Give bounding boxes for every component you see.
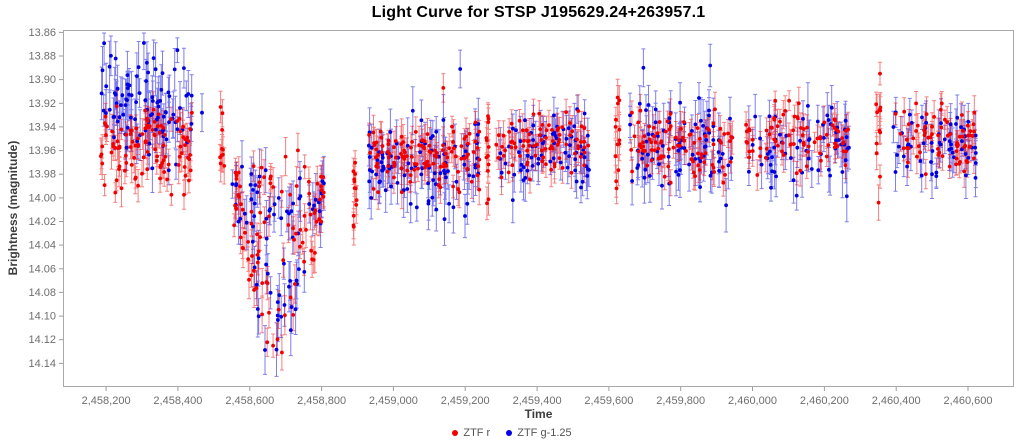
svg-text:13.94: 13.94 [28,121,56,133]
legend-item-g: ZTF g-1.25 [506,427,572,439]
legend-item-r: ZTF r [452,427,490,439]
data-points-ztf-r [99,71,977,355]
legend-label-r: ZTF r [463,427,491,439]
svg-text:2,459,600: 2,459,600 [584,395,633,407]
svg-text:2,458,400: 2,458,400 [153,395,202,407]
x-axis-label: Time [524,407,553,421]
svg-text:2,458,600: 2,458,600 [225,395,274,407]
chart-title: Light Curve for STSP J195629.24+263957.1 [371,4,706,21]
svg-text:2,459,400: 2,459,400 [513,395,562,407]
svg-text:14.08: 14.08 [28,287,56,299]
svg-text:13.88: 13.88 [28,51,56,63]
svg-text:2,459,800: 2,459,800 [656,395,705,407]
svg-text:2,458,800: 2,458,800 [297,395,346,407]
y-axis-label: Brightness (magnitude) [6,140,20,276]
svg-text:13.90: 13.90 [28,74,56,86]
svg-text:14.14: 14.14 [28,358,56,370]
legend-label-g: ZTF g-1.25 [517,427,572,439]
svg-text:2,459,200: 2,459,200 [441,395,490,407]
svg-text:2,458,200: 2,458,200 [82,395,131,407]
svg-text:2,460,600: 2,460,600 [944,395,993,407]
svg-text:14.00: 14.00 [28,192,56,204]
svg-text:2,460,200: 2,460,200 [800,395,849,407]
svg-text:14.02: 14.02 [28,216,56,228]
svg-text:2,460,400: 2,460,400 [872,395,921,407]
svg-text:14.04: 14.04 [28,240,56,252]
svg-text:2,460,000: 2,460,000 [728,395,777,407]
svg-text:14.10: 14.10 [28,311,56,323]
svg-text:2,459,000: 2,459,000 [369,395,418,407]
svg-text:13.98: 13.98 [28,169,56,181]
svg-text:13.86: 13.86 [28,27,56,39]
legend-marker-r-icon [452,430,459,436]
svg-text:13.92: 13.92 [28,98,56,110]
svg-text:13.96: 13.96 [28,145,56,157]
legend-marker-g-icon [506,430,513,436]
legend: ZTF r ZTF g-1.25 [0,427,1024,439]
svg-text:14.12: 14.12 [28,334,56,346]
svg-text:14.06: 14.06 [28,263,56,275]
